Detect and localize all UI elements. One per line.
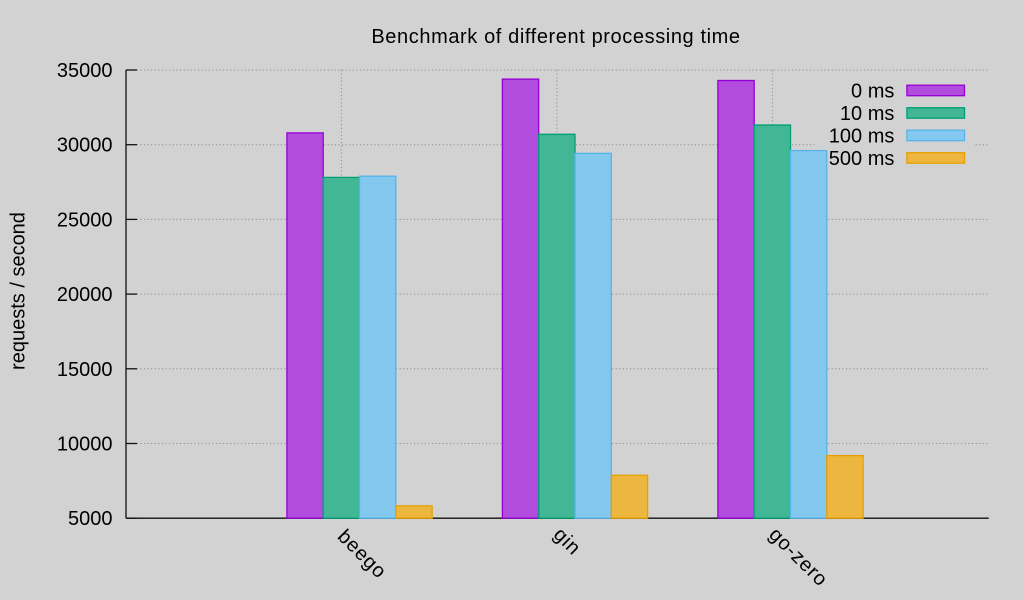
svg-text:25000: 25000 <box>57 209 113 231</box>
svg-text:30000: 30000 <box>57 135 113 157</box>
svg-text:requests / second: requests / second <box>8 212 30 370</box>
svg-text:5000: 5000 <box>68 508 113 530</box>
svg-text:500 ms: 500 ms <box>829 148 895 170</box>
svg-text:100 ms: 100 ms <box>829 126 895 148</box>
svg-text:15000: 15000 <box>57 359 113 381</box>
svg-text:0 ms: 0 ms <box>851 81 894 103</box>
svg-text:10000: 10000 <box>57 434 113 456</box>
svg-text:10 ms: 10 ms <box>840 103 894 125</box>
svg-text:Benchmark of different process: Benchmark of different processing time <box>371 26 740 48</box>
svg-text:35000: 35000 <box>57 60 113 82</box>
svg-text:20000: 20000 <box>57 284 113 306</box>
